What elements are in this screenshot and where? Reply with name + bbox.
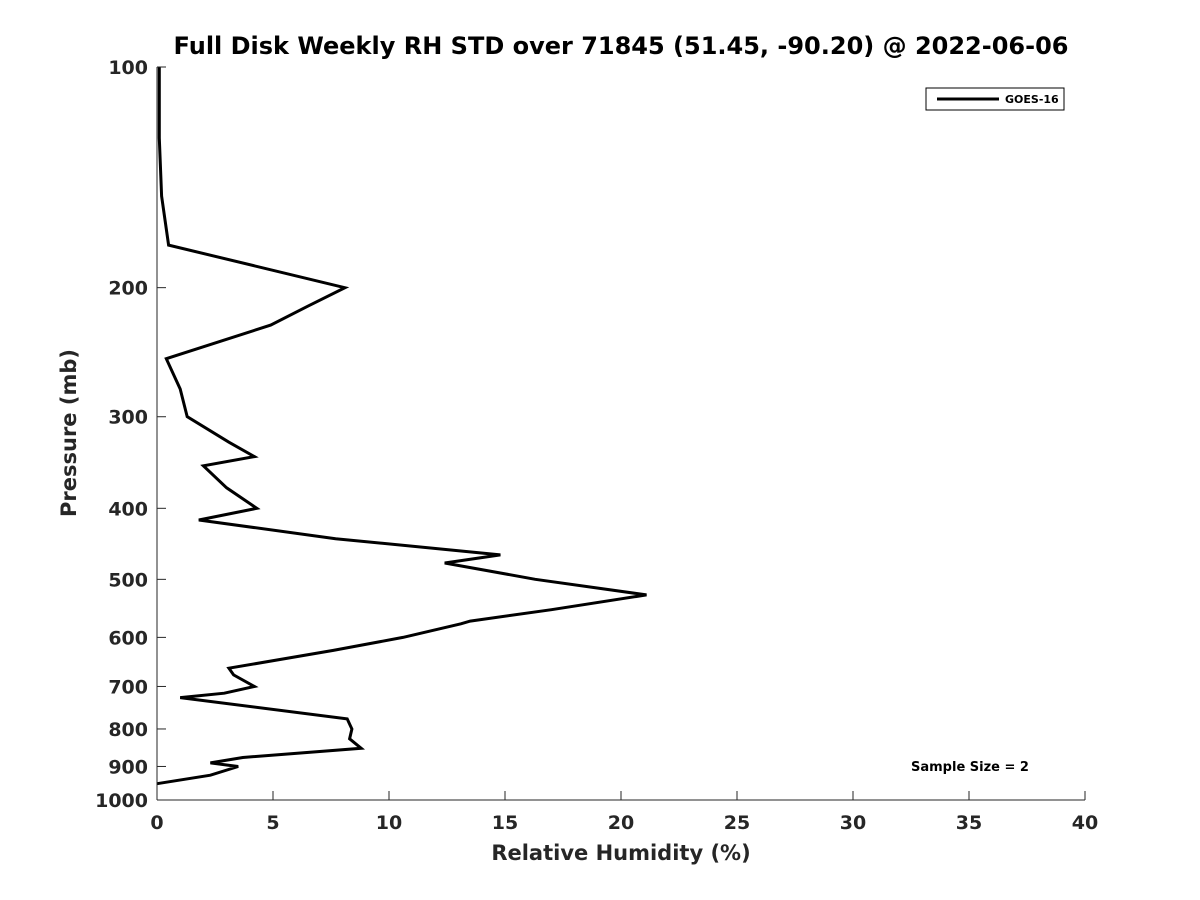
y-ticks: 100 200 300 400 500 600 700 800 900 1000: [95, 57, 166, 812]
y-tick-label: 900: [108, 756, 148, 778]
y-tick-label: 200: [108, 278, 148, 300]
x-tick-label: 40: [1072, 812, 1098, 834]
x-tick-label: 30: [840, 812, 866, 834]
series-layer: [156, 67, 647, 786]
x-ticks: 0 5 10 15 20 25 30 35 40: [150, 791, 1098, 834]
y-tick-label: 600: [108, 627, 148, 649]
x-tick-label: 20: [608, 812, 634, 834]
legend: GOES-16: [925, 87, 1065, 111]
y-axis-label: Pressure (mb): [57, 349, 81, 517]
chart-title: Full Disk Weekly RH STD over 71845 (51.4…: [174, 32, 1069, 60]
y-tick-label: 400: [108, 498, 148, 520]
x-tick-label: 15: [492, 812, 518, 834]
legend-label-goes-16: GOES-16: [1005, 93, 1059, 106]
plot-area: [157, 67, 1085, 800]
y-tick-label: 100: [108, 57, 148, 79]
x-tick-label: 5: [266, 812, 279, 834]
x-tick-label: 10: [376, 812, 402, 834]
y-tick-label: 800: [108, 719, 148, 741]
series-line-goes-16: [156, 67, 647, 786]
sample-size-annotation: Sample Size = 2: [911, 760, 1029, 775]
y-tick-label: 300: [108, 407, 148, 429]
y-tick-label: 700: [108, 676, 148, 698]
y-tick-label: 500: [108, 569, 148, 591]
y-tick-label: 1000: [95, 790, 148, 812]
x-tick-label: 0: [150, 812, 163, 834]
x-tick-label: 25: [724, 812, 750, 834]
x-tick-label: 35: [956, 812, 982, 834]
x-axis-label: Relative Humidity (%): [491, 841, 750, 865]
